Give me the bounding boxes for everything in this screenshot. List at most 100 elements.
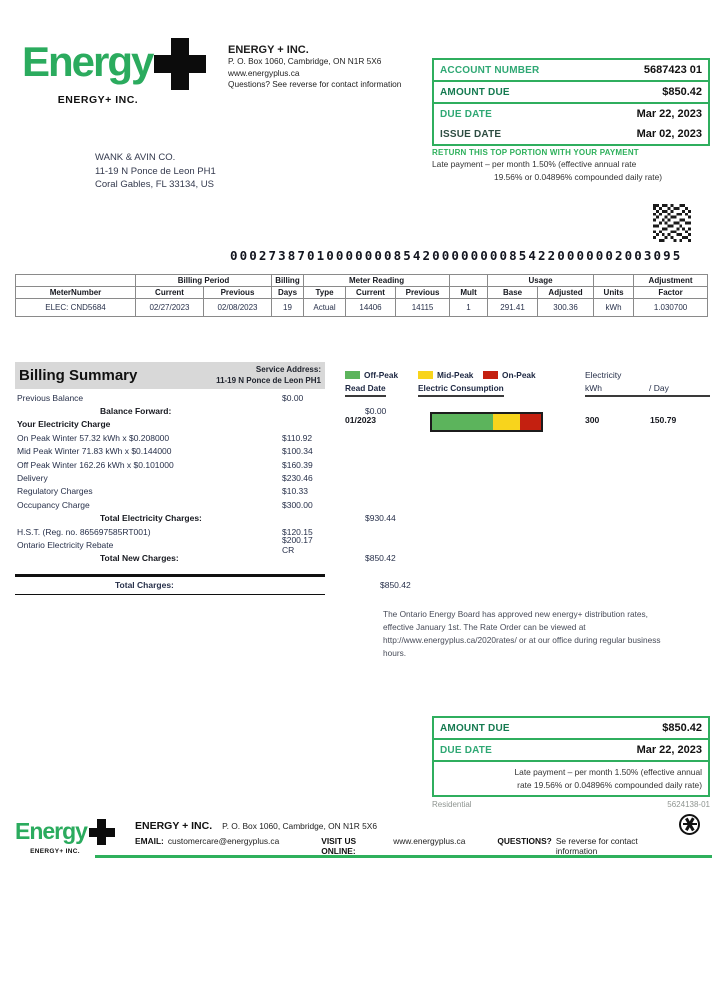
total-charges-value: $850.42	[380, 580, 411, 591]
company-name: ENERGY + INC.	[228, 44, 309, 56]
col-units: Units	[593, 286, 635, 299]
due-date-value: Mar 22, 2023	[636, 108, 702, 120]
footer-info: ENERGY + INC. P. O. Box 1060, Cambridge,…	[135, 820, 675, 856]
cell-base: 291.41	[487, 298, 539, 317]
oeb-notice-line1: The Ontario Energy Board has approved ne…	[383, 609, 648, 619]
summary-row-total-electricity: Total Electricity Charges: $930.44	[100, 513, 396, 524]
table-row: ELEC: CND5684 02/27/2023 02/08/2023 19 A…	[15, 298, 709, 317]
footer-logo: Energy ENERGY+ INC.	[15, 819, 115, 855]
group-header-blank2	[449, 274, 489, 287]
customer-name: WANK & AVIN CO.	[95, 152, 176, 163]
return-portion-notice: RETURN THIS TOP PORTION WITH YOUR PAYMEN…	[432, 148, 639, 157]
bar-segment-off-peak	[432, 414, 493, 430]
company-questions: Questions? See reverse for contact infor…	[228, 79, 402, 89]
cell-units: kWh	[593, 298, 635, 317]
cell-current-period: 02/27/2023	[135, 298, 204, 317]
service-address-value: 11-19 N Ponce de Leon PH1	[216, 376, 321, 385]
footer-logo-wordmark: Energy	[15, 818, 88, 844]
summary-row-electricity-charge-heading: Your Electricity Charge	[17, 419, 111, 430]
customer-address-line1: 11-19 N Ponce de Leon PH1	[95, 165, 216, 177]
late-payment-terms: Late payment – per month 1.50% (effectiv…	[432, 158, 710, 183]
cell-current-reading: 14406	[345, 298, 396, 317]
bottom-due-date-box: DUE DATE Mar 22, 2023	[432, 738, 710, 762]
meter-reading-table: Billing Period Billing Meter Reading Usa…	[15, 274, 709, 317]
cell-factor: 1.030700	[633, 298, 709, 317]
col-type: Type	[303, 286, 346, 299]
customer-address-line2: Coral Gables, FL 33134, US	[95, 179, 214, 190]
legend-on-peak: On-Peak	[483, 370, 536, 380]
account-number-label: ACCOUNT NUMBER	[440, 64, 540, 76]
summary-row-hst: H.S.T. (Reg. no. 865697585RT001) $120.15	[17, 526, 313, 537]
consumption-chart: Off-Peak Mid-Peak On-Peak Electricity Re…	[345, 370, 710, 440]
account-summary-box: ACCOUNT NUMBER 5687423 01 AMOUNT DUE $85…	[432, 58, 710, 183]
rate-category: Residential	[432, 800, 472, 809]
company-info-block: ENERGY + INC. P. O. Box 1060, Cambridge,…	[228, 44, 428, 91]
dates-box: DUE DATE Mar 22, 2023 ISSUE DATE Mar 02,…	[432, 102, 710, 146]
bottom-amount-due-label: AMOUNT DUE	[440, 722, 510, 734]
summary-row-occupancy: Occupancy Charge $300.00	[17, 499, 313, 510]
legend-mid-peak: Mid-Peak	[418, 370, 473, 380]
summary-row-mid-peak: Mid Peak Winter 71.83 kWh x $0.144000 $1…	[17, 446, 313, 457]
group-header-blank3	[593, 274, 635, 287]
form-number: 5624138-01	[667, 800, 710, 809]
plus-icon	[154, 38, 207, 90]
col-current-reading: Current	[345, 286, 396, 299]
per-day-heading: / Day	[649, 383, 669, 393]
group-header-billing: Billing	[271, 274, 304, 287]
account-number-box: ACCOUNT NUMBER 5687423 01	[432, 58, 710, 82]
bar-segment-mid-peak	[492, 414, 520, 430]
remittance-ocr-line: 0002738701000000085420000000085422000000…	[230, 248, 683, 263]
amount-due-label: AMOUNT DUE	[440, 86, 510, 98]
footer-logo-tagline: ENERGY+ INC.	[30, 848, 80, 855]
company-address: P. O. Box 1060, Cambridge, ON N1R 5X6	[228, 56, 382, 66]
summary-row-regulatory: Regulatory Charges $10.33	[17, 486, 308, 497]
group-header-billing-period: Billing Period	[135, 274, 272, 287]
mid-peak-swatch-icon	[418, 371, 433, 379]
issue-date-label: ISSUE DATE	[440, 128, 502, 140]
service-address-block: Service Address: 11-19 N Ponce de Leon P…	[216, 364, 321, 386]
cell-previous-reading: 14115	[394, 298, 451, 317]
col-mult: Mult	[449, 286, 489, 299]
oeb-notice-line4: hours.	[383, 648, 407, 658]
bottom-late-payment-line1: Late payment – per month 1.50% (effectiv…	[514, 767, 702, 777]
legend-off-peak: Off-Peak	[345, 370, 398, 380]
logo-tagline: ENERGY+ INC.	[57, 94, 139, 106]
col-factor: Factor	[633, 286, 709, 299]
logo-wordmark: Energy	[22, 38, 154, 85]
footer-questions-label: QUESTIONS?	[497, 836, 552, 846]
electric-consumption-heading: Electric Consumption	[418, 383, 504, 397]
cell-adjusted: 300.36	[537, 298, 595, 317]
footer-online-label: VISIT US ONLINE:	[321, 836, 357, 856]
issue-date-value: Mar 02, 2023	[636, 128, 702, 140]
cell-mult: 1	[449, 298, 489, 317]
oeb-notice-line3: http://www.energyplus.ca/2020rates/ or a…	[383, 635, 661, 645]
col-base: Base	[487, 286, 539, 299]
footer-divider	[95, 855, 712, 858]
company-logo: Energy ENERGY+ INC.	[22, 38, 207, 106]
on-peak-swatch-icon	[483, 371, 498, 379]
consumption-stacked-bar	[430, 412, 543, 432]
footer-questions-value: Se reverse for contact information	[555, 836, 638, 856]
cell-meter-number: ELEC: CND5684	[15, 298, 136, 317]
summary-row-off-peak: Off Peak Winter 162.26 kWh x $0.101000 $…	[17, 459, 313, 470]
summary-row-rebate: Ontario Electricity Rebate $200.17 CR	[17, 535, 313, 555]
table-header-row: MeterNumber Current Previous Days Type C…	[15, 286, 709, 299]
table-group-header-row: Billing Period Billing Meter Reading Usa…	[15, 274, 709, 287]
footer-plus-icon	[88, 819, 115, 845]
footer-online-value: www.energyplus.ca	[393, 836, 466, 846]
col-previous-period: Previous	[203, 286, 272, 299]
oeb-notice: The Ontario Energy Board has approved ne…	[383, 608, 713, 660]
amount-due-value: $850.42	[662, 86, 702, 98]
footer-company-name: ENERGY + INC.	[135, 820, 213, 832]
cell-days: 19	[271, 298, 304, 317]
read-date-heading: Read Date	[345, 383, 386, 397]
kwh-value: 300	[585, 415, 600, 425]
col-adjusted: Adjusted	[537, 286, 595, 299]
summary-row-total-new: Total New Charges: $850.42	[100, 553, 396, 564]
kwh-per-day-heading: kWh / Day	[585, 383, 710, 397]
col-meter-number: MeterNumber	[15, 286, 136, 299]
service-address-label: Service Address:	[255, 365, 321, 374]
group-header-usage: Usage	[487, 274, 595, 287]
qr-code	[653, 204, 691, 242]
